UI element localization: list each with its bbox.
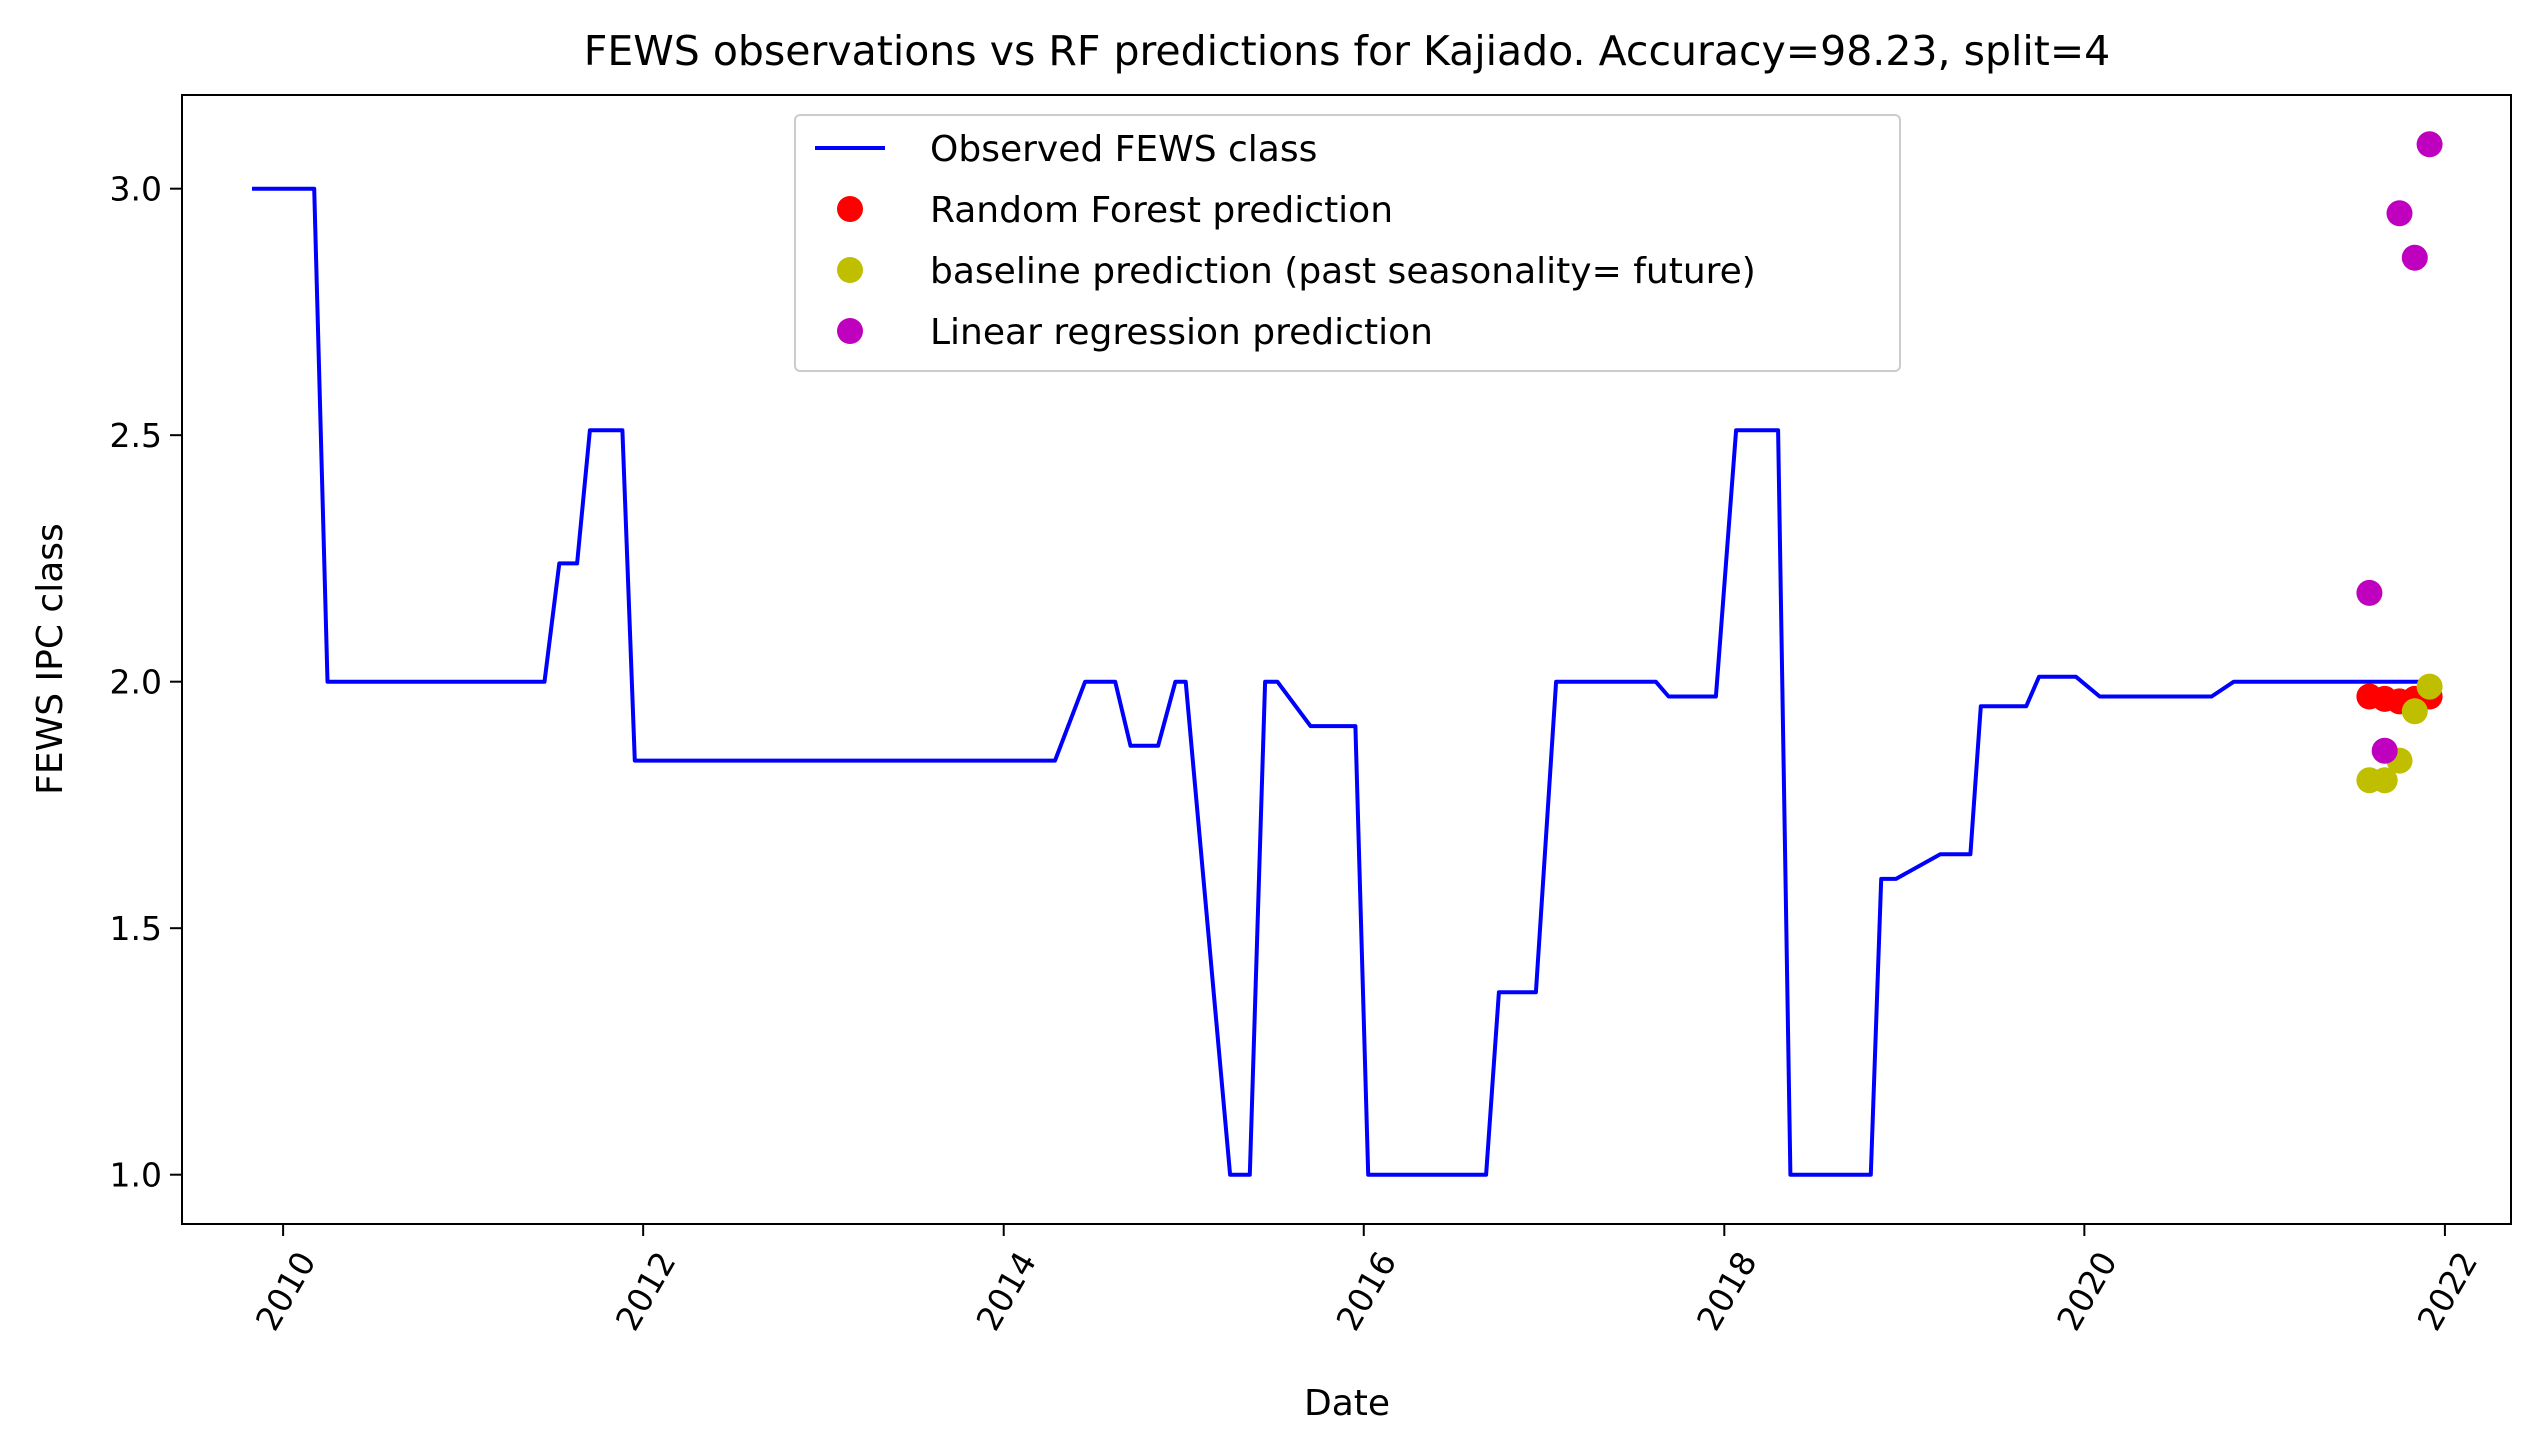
legend-entries: Observed FEWS class Random Forest predict… bbox=[815, 129, 1756, 353]
y-tick-label: 2.0 bbox=[110, 663, 162, 702]
y-tick-label: 1.0 bbox=[110, 1156, 162, 1195]
point-linear-regression-prediction bbox=[2416, 131, 2443, 158]
legend: Observed FEWS class Random Forest predict… bbox=[794, 114, 1901, 372]
y-tick-label: 1.5 bbox=[110, 909, 162, 948]
legend-marker bbox=[837, 318, 863, 344]
y-axis-title: FEWS IPC class bbox=[30, 523, 71, 795]
point-linear-regression-prediction bbox=[2371, 737, 2398, 764]
legend-marker bbox=[837, 257, 863, 283]
y-tick-label: 2.5 bbox=[110, 416, 162, 455]
y-tick-label: 3.0 bbox=[110, 170, 162, 209]
legend-label: Linear regression prediction bbox=[930, 312, 1433, 353]
chart-title: FEWS observations vs RF predictions for … bbox=[584, 27, 2111, 75]
x-axis-title: Date bbox=[1304, 1383, 1390, 1424]
point-linear-regression-prediction bbox=[2401, 244, 2428, 271]
point-linear-regression-prediction bbox=[2356, 579, 2383, 606]
legend-label: Observed FEWS class bbox=[930, 129, 1317, 170]
point-linear-regression-prediction bbox=[2386, 200, 2413, 227]
series-line-observed-fews-class bbox=[252, 186, 2437, 1177]
series-layer bbox=[252, 131, 2443, 1177]
point-baseline-prediction-past-seasonality-future bbox=[2371, 767, 2398, 794]
legend-marker bbox=[837, 196, 863, 222]
point-baseline-prediction-past-seasonality-future bbox=[2401, 698, 2428, 725]
point-baseline-prediction-past-seasonality-future bbox=[2416, 673, 2443, 700]
y-axis: 1.0 1.5 2.0 2.5 3.0 bbox=[110, 170, 182, 1195]
legend-frame bbox=[794, 114, 1901, 372]
legend-label: Random Forest prediction bbox=[930, 190, 1393, 231]
plot-frame bbox=[181, 94, 2512, 1225]
legend-label: baseline prediction (past seasonality= f… bbox=[930, 251, 1756, 292]
